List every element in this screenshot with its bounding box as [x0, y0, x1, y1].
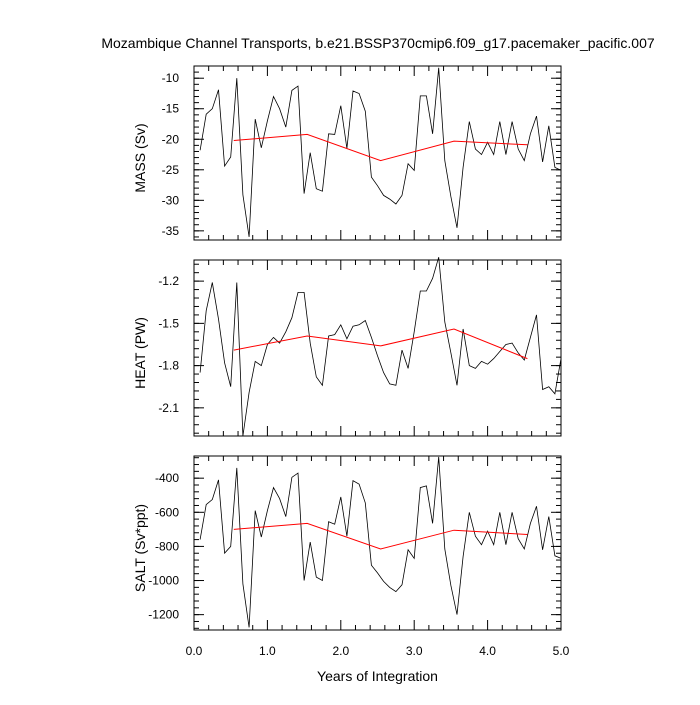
- x-tick-label: 2.0: [332, 644, 349, 658]
- panel-2: -2.1 -1.8 -1.5 -1.2 HEAT (PW): [132, 257, 562, 437]
- panel-3: 0.0 1.0 2.0 3.0 4.0 5.0 -1200 -1000 -800 -600 -400…: [132, 455, 570, 684]
- y-tick-label: -10: [162, 71, 180, 85]
- x-tick-label: 5.0: [553, 644, 570, 658]
- y-tick-label: -35: [162, 224, 180, 238]
- plot-frame: [193, 65, 562, 241]
- y-tick-label: -25: [162, 163, 180, 177]
- y-tick-label: -800: [155, 539, 179, 553]
- chart-title: Mozambique Channel Transports, b.e21.BSS…: [101, 35, 655, 51]
- y-tick-label: -600: [155, 505, 179, 519]
- x-axis-label: Years of Integration: [317, 668, 438, 684]
- series-line-monthly: [199, 456, 562, 628]
- y-tick-label: -1.5: [158, 316, 179, 330]
- x-tick-label: 3.0: [406, 644, 423, 658]
- series-line-monthly: [199, 257, 562, 437]
- y-axis-label: MASS (Sv): [132, 123, 148, 192]
- y-tick-label: -30: [162, 193, 180, 207]
- y-axis-label: SALT (Sv*ppt): [132, 504, 148, 592]
- series-line-annual: [233, 133, 528, 162]
- y-tick-label: -15: [162, 102, 180, 116]
- y-axis-label: HEAT (PW): [132, 317, 148, 389]
- y-tick-label: -1200: [148, 608, 179, 622]
- x-tick-label: 4.0: [479, 644, 496, 658]
- plot-frame: [193, 455, 562, 631]
- y-tick-label: -400: [155, 471, 179, 485]
- series-line-annual: [233, 328, 528, 360]
- y-tick-label: -20: [162, 132, 180, 146]
- plot-frame: [193, 259, 562, 437]
- series-line-monthly: [199, 67, 562, 237]
- y-tick-label: -1000: [148, 574, 179, 588]
- series-line-annual: [233, 522, 528, 550]
- y-tick-label: -1.8: [158, 359, 179, 373]
- x-tick-label: 1.0: [259, 644, 276, 658]
- x-tick-label: 0.0: [186, 644, 203, 658]
- panel-1: -35 -30 -25 -20 -15 -10 MASS (Sv): [132, 65, 562, 241]
- y-tick-label: -1.2: [158, 274, 179, 288]
- y-tick-label: -2.1: [158, 401, 179, 415]
